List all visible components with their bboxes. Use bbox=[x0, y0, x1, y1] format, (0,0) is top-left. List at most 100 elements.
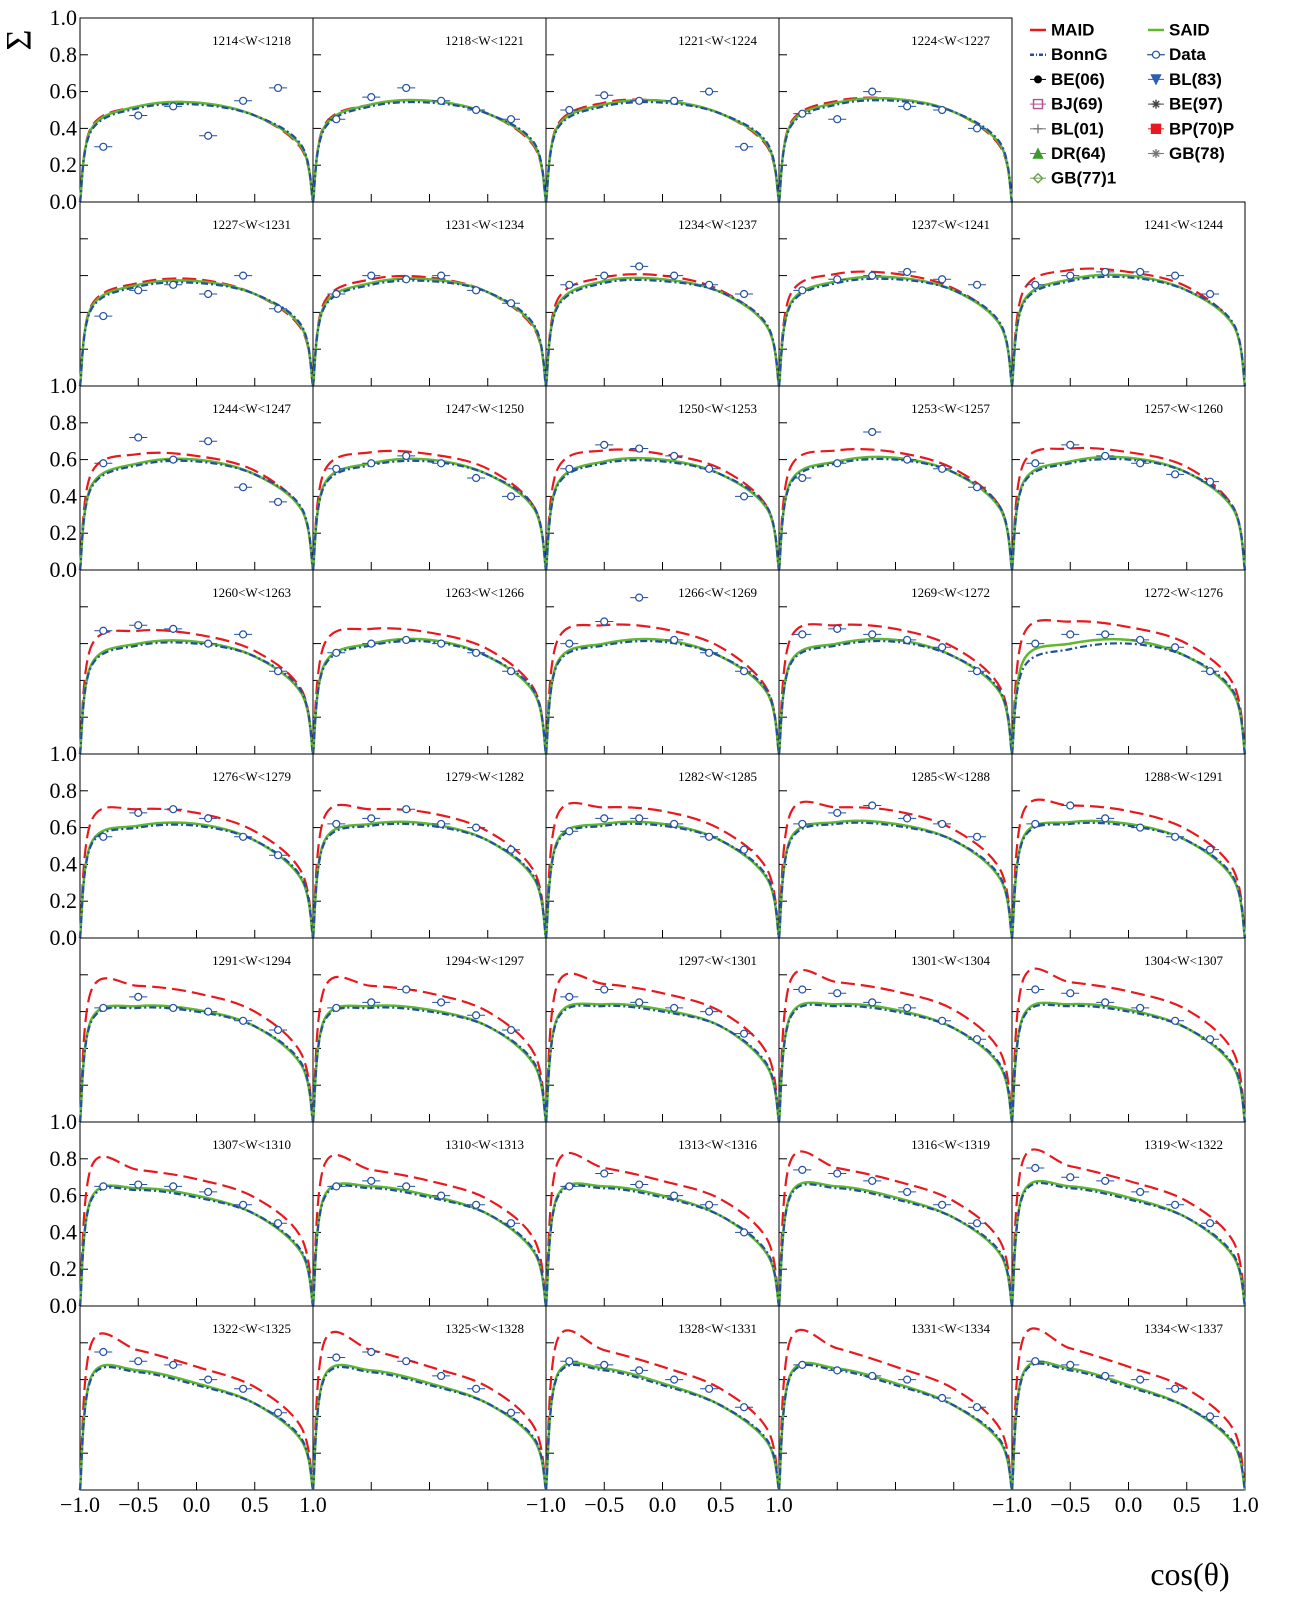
marker-shape bbox=[1136, 1375, 1145, 1384]
marker bbox=[1131, 823, 1150, 832]
marker-shape bbox=[367, 814, 376, 823]
panel-title: 1231<W<1234 bbox=[445, 217, 524, 232]
marker-shape bbox=[367, 93, 376, 102]
marker bbox=[1096, 814, 1115, 823]
panel: 1260<W<1263 bbox=[78, 569, 315, 755]
marker bbox=[362, 271, 381, 280]
model-curve bbox=[78, 279, 315, 387]
marker-shape bbox=[169, 455, 178, 464]
model-curve bbox=[544, 820, 781, 939]
marker bbox=[362, 93, 381, 102]
marker-shape bbox=[1066, 801, 1075, 810]
marker-shape bbox=[1170, 1384, 1180, 1393]
panel: 1224<W<1227 bbox=[777, 17, 1014, 203]
marker-shape bbox=[1150, 123, 1162, 134]
marker bbox=[164, 455, 183, 464]
marker-shape bbox=[565, 105, 574, 115]
panel-title: 1227<W<1231 bbox=[212, 217, 291, 232]
model-curve bbox=[544, 1329, 781, 1491]
x-tick-label: 1.0 bbox=[765, 1492, 793, 1517]
marker-shape bbox=[937, 643, 947, 652]
marker-shape bbox=[704, 648, 714, 657]
panel: 1328<W<1331 bbox=[544, 1305, 781, 1491]
model-curve bbox=[78, 821, 315, 939]
marker-shape bbox=[1151, 50, 1161, 59]
marker-shape bbox=[204, 289, 213, 299]
marker-shape bbox=[635, 593, 644, 602]
marker-shape bbox=[134, 621, 143, 630]
marker bbox=[397, 635, 416, 645]
model-curve bbox=[311, 975, 548, 1123]
model-curve bbox=[78, 1363, 315, 1491]
marker bbox=[397, 805, 416, 814]
marker bbox=[898, 635, 917, 645]
marker-shape bbox=[1066, 1173, 1075, 1182]
marker-shape bbox=[739, 667, 749, 676]
y-tick-label: 0.2 bbox=[50, 152, 78, 177]
marker bbox=[630, 814, 649, 823]
marker-shape bbox=[1101, 1176, 1110, 1185]
marker bbox=[863, 630, 882, 639]
model-curve bbox=[1010, 1327, 1247, 1491]
marker bbox=[467, 648, 486, 657]
marker bbox=[362, 459, 381, 468]
marker bbox=[560, 827, 579, 836]
marker bbox=[630, 96, 649, 105]
marker-shape bbox=[670, 451, 679, 461]
marker-shape bbox=[1136, 1187, 1145, 1197]
marker-shape bbox=[239, 96, 248, 105]
marker bbox=[898, 102, 917, 111]
marker bbox=[793, 819, 812, 829]
marker bbox=[327, 819, 346, 829]
marker-shape bbox=[1101, 1371, 1110, 1381]
marker-shape bbox=[739, 142, 749, 151]
marker-shape bbox=[670, 1375, 679, 1384]
marker bbox=[1096, 451, 1115, 461]
marker bbox=[863, 1176, 882, 1185]
marker-shape bbox=[437, 459, 446, 468]
marker bbox=[1026, 819, 1045, 829]
marker bbox=[362, 814, 381, 823]
panel: 1214<W<1218 bbox=[78, 17, 315, 203]
marker-shape bbox=[204, 131, 213, 140]
marker-shape bbox=[739, 492, 749, 501]
marker bbox=[933, 1016, 952, 1025]
marker-shape bbox=[1031, 819, 1040, 829]
panel: 1253<W<1257 bbox=[777, 385, 1014, 571]
marker-shape bbox=[565, 1357, 574, 1366]
panel: 1263<W<1266 bbox=[311, 569, 548, 755]
model-curve bbox=[544, 801, 781, 939]
marker bbox=[595, 814, 614, 823]
marker bbox=[560, 639, 579, 648]
marker-shape bbox=[1150, 74, 1162, 86]
marker-shape bbox=[903, 102, 912, 111]
panel-title: 1214<W<1218 bbox=[212, 33, 291, 48]
marker bbox=[269, 667, 288, 676]
marker bbox=[1061, 1360, 1080, 1369]
marker bbox=[898, 814, 917, 823]
panel: 1244<W<1247 bbox=[78, 385, 315, 571]
marker-shape bbox=[1031, 639, 1040, 648]
model-curve bbox=[1010, 1148, 1247, 1307]
x-tick-label: 1.0 bbox=[299, 1492, 327, 1517]
x-tick-label: 0.0 bbox=[649, 1492, 677, 1517]
marker-shape bbox=[1031, 985, 1040, 994]
panel: 1307<W<1310 bbox=[78, 1121, 315, 1307]
marker bbox=[793, 1360, 812, 1369]
y-tick-label: 1.0 bbox=[50, 1109, 78, 1134]
marker bbox=[1096, 267, 1115, 277]
marker-shape bbox=[273, 1219, 283, 1228]
marker bbox=[735, 1403, 754, 1412]
marker-shape bbox=[798, 109, 807, 118]
model-curve bbox=[544, 100, 781, 203]
y-tick-label: 0.6 bbox=[50, 447, 78, 472]
marker bbox=[129, 992, 148, 1001]
marker bbox=[1166, 643, 1185, 652]
marker-shape bbox=[1066, 440, 1075, 449]
marker bbox=[199, 289, 218, 299]
model-curve bbox=[78, 639, 315, 755]
marker bbox=[1150, 123, 1162, 134]
model-curve bbox=[544, 623, 781, 755]
model-curve bbox=[544, 1363, 781, 1491]
marker bbox=[700, 464, 719, 473]
